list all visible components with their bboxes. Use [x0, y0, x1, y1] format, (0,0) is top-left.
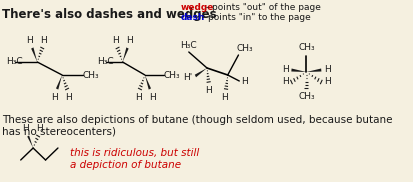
Text: H: H: [40, 36, 47, 45]
Text: this is ridiculous, but still
a depiction of butane: this is ridiculous, but still a depictio…: [70, 148, 199, 170]
Text: There's also dashes and wedges: There's also dashes and wedges: [2, 8, 216, 21]
Text: wedge: wedge: [180, 3, 214, 12]
Text: H: H: [26, 36, 33, 45]
Text: H: H: [240, 76, 247, 86]
Polygon shape: [122, 47, 128, 62]
Text: H: H: [135, 93, 141, 102]
Text: H: H: [51, 93, 58, 102]
Text: CH₃: CH₃: [297, 92, 314, 101]
Text: dash: dash: [180, 13, 204, 22]
Polygon shape: [27, 135, 33, 148]
Polygon shape: [306, 68, 320, 72]
Text: H: H: [205, 86, 211, 95]
Text: - points "out" of the page: - points "out" of the page: [202, 3, 320, 12]
Text: CH₃: CH₃: [236, 44, 253, 53]
Text: H: H: [22, 124, 29, 133]
Text: H: H: [126, 36, 133, 45]
Text: These are also depictions of butane (though seldom used, because butane: These are also depictions of butane (tho…: [2, 115, 391, 125]
Text: H₃C: H₃C: [97, 58, 113, 66]
Text: H: H: [282, 78, 288, 86]
Polygon shape: [291, 68, 306, 72]
Text: CH₃: CH₃: [164, 70, 180, 80]
Polygon shape: [195, 68, 206, 77]
Text: H: H: [323, 66, 330, 74]
Text: H: H: [149, 93, 155, 102]
Polygon shape: [31, 47, 37, 62]
Text: CH₃: CH₃: [297, 43, 314, 52]
Text: H: H: [282, 66, 288, 74]
Text: H: H: [112, 36, 119, 45]
Text: H': H': [183, 74, 192, 82]
Text: - points "in" to the page: - points "in" to the page: [198, 13, 310, 22]
Text: H₃C: H₃C: [6, 58, 22, 66]
Text: H₃C: H₃C: [180, 41, 197, 50]
Text: has no stereocenters): has no stereocenters): [2, 126, 115, 136]
Text: H: H: [65, 93, 72, 102]
Text: H: H: [36, 124, 43, 133]
Text: CH₃: CH₃: [83, 70, 99, 80]
Polygon shape: [56, 75, 62, 90]
Text: H: H: [323, 78, 330, 86]
Text: H: H: [221, 93, 227, 102]
Polygon shape: [145, 75, 151, 90]
